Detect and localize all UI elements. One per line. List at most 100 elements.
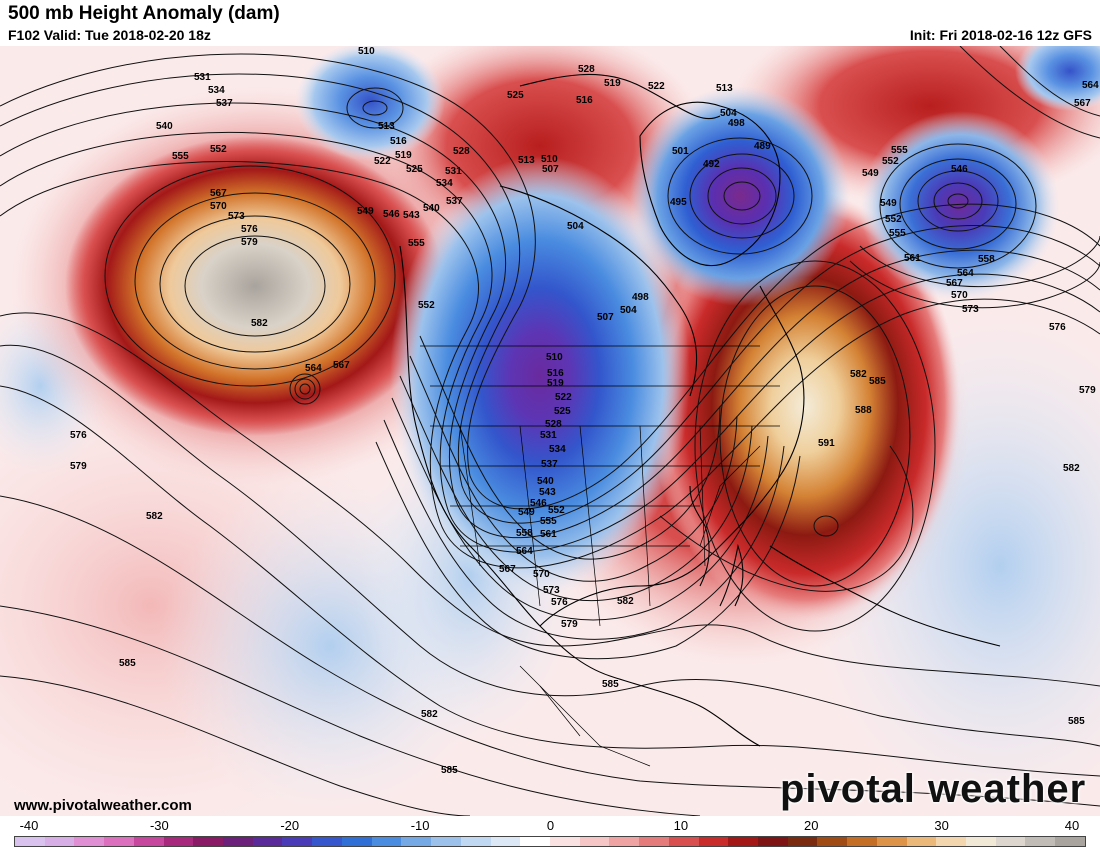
contour-label: 537	[216, 98, 233, 109]
contour-label: 561	[904, 253, 921, 264]
contour-label: 564	[516, 546, 533, 557]
contour-label: 531	[540, 430, 557, 441]
colorbar-cell	[966, 837, 996, 846]
contour-label: 507	[542, 164, 559, 175]
contour-label: 558	[978, 254, 995, 265]
contour-label: 585	[441, 765, 458, 776]
contour-label: 573	[543, 585, 560, 596]
contour-label: 582	[146, 511, 163, 522]
colorbar-cell	[787, 837, 818, 846]
colorbar-cell	[460, 837, 491, 846]
contour-label: 525	[507, 90, 524, 101]
contour-label: 573	[228, 211, 245, 222]
colorbar-tick: -40	[19, 818, 39, 833]
contour-label: 567	[210, 188, 227, 199]
contour-label: 504	[720, 108, 737, 119]
contour-label: 522	[555, 392, 572, 403]
colorbar-cell	[876, 837, 907, 846]
contour-label: 504	[620, 305, 637, 316]
contour-label: 585	[602, 679, 619, 690]
contour-label: 534	[549, 444, 566, 455]
contour-label: 579	[1079, 385, 1096, 396]
contour-label: 528	[578, 64, 595, 75]
contour-label: 552	[210, 144, 227, 155]
contour-label: 576	[70, 430, 87, 441]
colorbar-tick: 20	[804, 818, 819, 833]
colorbar	[14, 836, 1086, 847]
contour-label: 570	[210, 201, 227, 212]
contour-label: 564	[1082, 80, 1099, 91]
colorbar-cell	[193, 837, 224, 846]
contour-label: 549	[357, 206, 374, 217]
colorbar-cell	[104, 837, 134, 846]
contour-label: 540	[537, 476, 554, 487]
contour-label: 537	[541, 459, 558, 470]
contour-label: 495	[670, 197, 687, 208]
colorbar-cell	[847, 837, 877, 846]
colorbar-cell	[728, 837, 758, 846]
contour-label: 546	[951, 164, 968, 175]
colorbar-cell	[490, 837, 521, 846]
western-trough	[390, 156, 690, 596]
map-header: 500 mb Height Anomaly (dam) F102 Valid: …	[0, 0, 1100, 46]
contour-label: 555	[540, 516, 557, 527]
colorbar-cell	[906, 837, 937, 846]
colorbar-cell	[995, 837, 1026, 846]
contour-label: 567	[946, 278, 963, 289]
colorbar-cell	[1025, 837, 1056, 846]
contour-label: 585	[869, 376, 886, 387]
contour-label: 489	[754, 141, 771, 152]
site-url[interactable]: www.pivotalweather.com	[14, 797, 192, 814]
contour-label: 582	[1063, 463, 1080, 474]
contour-label: 579	[241, 237, 258, 248]
contour-label: 522	[648, 81, 665, 92]
greenland-low	[630, 86, 850, 306]
contour-labels: 5105315345375405525555675705735765795825…	[70, 46, 1099, 776]
contour-label: 555	[889, 228, 906, 239]
contour-label: 570	[951, 290, 968, 301]
contour-label: 540	[156, 121, 173, 132]
colorbar-cell	[282, 837, 313, 846]
contour-label: 582	[617, 596, 634, 607]
contour-label: 552	[885, 214, 902, 225]
contour-label: 555	[408, 238, 425, 249]
colorbar-cell	[431, 837, 461, 846]
colorbar-cell	[44, 837, 75, 846]
colorbar-tick: 0	[546, 818, 555, 833]
height-contours	[0, 46, 1100, 816]
contour-label: 540	[423, 203, 440, 214]
contour-label: 501	[672, 146, 689, 157]
valid-time: F102 Valid: Tue 2018-02-20 18z	[8, 27, 211, 43]
colorbar-cell	[15, 837, 45, 846]
colorbar-cell	[163, 837, 194, 846]
contour-label: 579	[70, 461, 87, 472]
contour-label: 519	[604, 78, 621, 89]
contour-label: 558	[516, 528, 533, 539]
atlantic-low	[860, 111, 1060, 301]
colorbar-cell	[609, 837, 640, 846]
colorbar-tick: 10	[673, 818, 689, 833]
contour-label: 555	[891, 145, 908, 156]
contour-label: 567	[333, 360, 350, 371]
contour-label: 549	[518, 507, 535, 518]
contour-label: 492	[703, 159, 720, 170]
contour-label: 585	[1068, 716, 1085, 727]
colorbar-cell	[579, 837, 610, 846]
map-panel: 510 531 534 537 540 552 555 567 570 573 576 579 582 5…	[0, 46, 1100, 816]
contour-label: 534	[208, 85, 225, 96]
contour-label: 582	[251, 318, 268, 329]
colorbar-tick: 30	[934, 818, 949, 833]
anomaly-map: 5105315345375405525555675705735765795825…	[0, 46, 1100, 816]
colorbar-tick: -30	[149, 818, 169, 833]
colorbar-tick: -10	[410, 818, 430, 833]
contour-label: 552	[882, 156, 899, 167]
contour-label: 564	[957, 268, 974, 279]
coastlines	[399, 73, 1001, 747]
contour-label: 573	[962, 304, 979, 315]
contour-label: 588	[855, 405, 872, 416]
contour-label: 531	[445, 166, 462, 177]
contour-label: 543	[539, 487, 556, 498]
pivotal-weather-logo: pivotal weather	[780, 767, 1087, 811]
contour-label: 531	[194, 72, 211, 83]
contour-label: 519	[395, 150, 412, 161]
